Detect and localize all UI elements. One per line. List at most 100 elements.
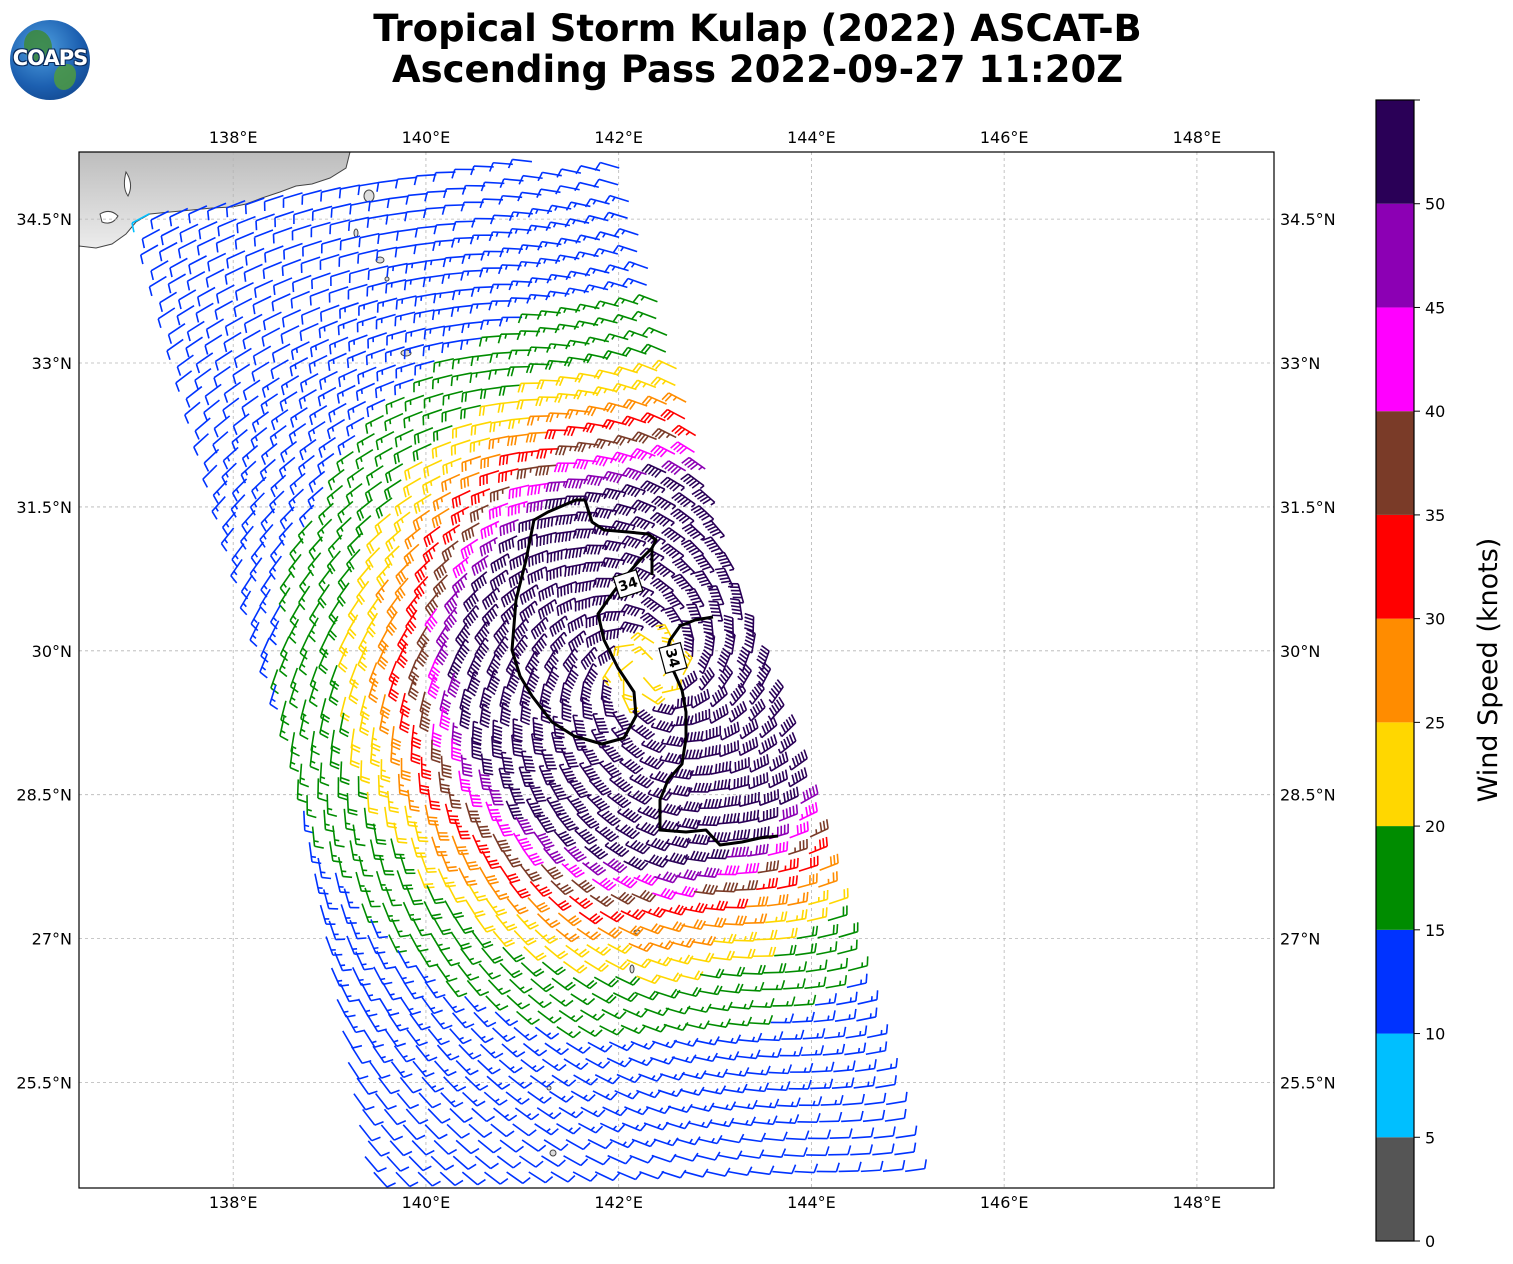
wind-barb [478, 866, 499, 885]
wind-barb [441, 473, 461, 492]
wind-barb [327, 352, 347, 371]
wind-barb [866, 1024, 889, 1039]
wind-barb [345, 483, 363, 505]
wind-barb [338, 368, 358, 388]
wind-barb [723, 915, 747, 926]
wind-barb [393, 445, 413, 465]
wind-barb [795, 942, 818, 956]
wind-barb [417, 1171, 441, 1187]
wind-barb [837, 939, 858, 955]
wind-barb [250, 427, 268, 449]
wind-barb [413, 173, 437, 186]
wind-barb [211, 496, 226, 520]
lat-tick-label-right: 28.5°N [1280, 786, 1336, 805]
bay-outline [99, 210, 119, 224]
wind-barb [630, 447, 656, 461]
wind-barb [538, 582, 559, 602]
wind-barb [358, 232, 380, 248]
wind-barb [433, 290, 456, 304]
colorbar-segment [1376, 1137, 1414, 1241]
wind-barb [356, 432, 375, 453]
wind-barb [712, 933, 737, 944]
wind-barb [846, 973, 868, 989]
wind-barb [288, 618, 300, 644]
wind-barb [262, 261, 282, 279]
wind-barb [826, 957, 849, 972]
wind-barb [584, 198, 610, 208]
wind-barb [430, 1012, 453, 1030]
wind-barb [727, 829, 751, 842]
wind-barb [611, 382, 637, 393]
wind-barb [640, 596, 665, 613]
wind-barb [299, 322, 319, 342]
wind-barb [518, 1155, 544, 1168]
wind-barb [478, 402, 501, 417]
wind-barb [356, 564, 371, 589]
wind-barb [427, 788, 441, 811]
wind-barb [708, 600, 724, 622]
wind-barb [620, 535, 647, 549]
wind-barb [498, 384, 522, 396]
lon-tick-label-bottom: 148°E [1173, 1193, 1222, 1212]
wind-barb [186, 270, 206, 291]
wind-barb [556, 597, 577, 617]
wind-barb [721, 966, 746, 977]
wind-barb [290, 341, 310, 360]
wind-barb [368, 678, 379, 704]
wind-barb [300, 699, 310, 725]
wind-barb [561, 698, 572, 723]
wind-barb [597, 927, 623, 939]
wind-barb [864, 1092, 887, 1106]
wind-barb [487, 979, 511, 995]
wind-barb [188, 255, 207, 275]
wind-barb [327, 534, 343, 559]
wind-barb [184, 401, 201, 424]
logo-landmass [24, 30, 52, 64]
wind-barb [485, 995, 509, 1011]
wind-barb [619, 758, 644, 775]
wind-barb [544, 1042, 569, 1056]
lat-tick-label-left: 33°N [32, 354, 72, 373]
wind-barb [626, 958, 652, 969]
wind-barb [281, 309, 302, 328]
wind-barb [217, 218, 237, 237]
wind-barb [328, 920, 346, 941]
wind-barb [479, 267, 503, 278]
wind-barb [422, 274, 445, 288]
wind-barb [672, 557, 696, 576]
wind-barb [508, 484, 530, 500]
wind-barb [497, 468, 519, 483]
wind-barb [470, 285, 494, 297]
wind-barb [682, 650, 693, 676]
wind-barb [221, 511, 237, 536]
wind-barb [719, 1133, 745, 1144]
wind-barb [427, 674, 440, 700]
wind-barb [372, 1045, 394, 1064]
wind-barb [195, 352, 214, 374]
wind-barb [723, 1083, 748, 1094]
wind-barb [763, 963, 787, 974]
wind-barb [308, 536, 323, 561]
wind-barb [317, 857, 332, 880]
wind-barb [329, 745, 340, 770]
wind-barb [529, 880, 553, 897]
wind-barb [498, 451, 521, 466]
wind-barb [479, 1043, 504, 1059]
wind-barb [603, 264, 629, 274]
wind-barb [594, 825, 619, 843]
wind-barb [593, 976, 619, 988]
wind-barb [538, 765, 557, 786]
wind-barb [376, 297, 398, 313]
wind-barb [470, 421, 492, 436]
wind-barb [413, 426, 434, 445]
wind-barb [533, 831, 555, 849]
wind-barb [512, 1123, 537, 1137]
wind-barb [567, 613, 588, 634]
wind-barb [461, 184, 486, 195]
wind-barb [474, 818, 492, 839]
wind-barb [497, 332, 521, 344]
wind-barb [634, 990, 660, 1001]
wind-barb [288, 683, 298, 709]
island [629, 964, 635, 974]
wind-barb [327, 468, 345, 491]
